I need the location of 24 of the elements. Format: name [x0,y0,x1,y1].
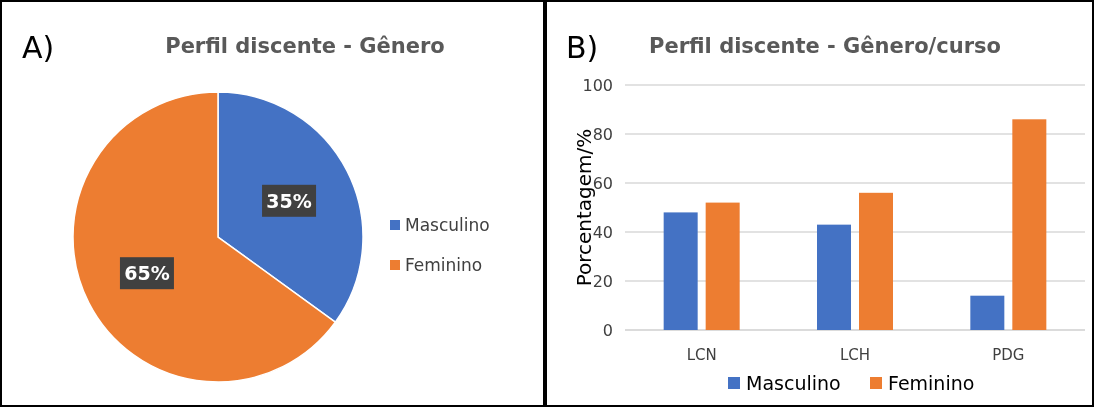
y-tick-label: 20 [592,272,613,291]
y-tick-label: 0 [602,321,613,340]
legend-label: Masculino [405,215,490,235]
chart-title: Perfil discente - Gênero/curso [649,34,1001,58]
data-label: 65% [124,262,170,285]
legend-label: Masculino [746,372,841,394]
data-label: 35% [266,189,312,212]
x-tick-label: LCN [686,346,717,364]
bar [859,192,893,330]
y-tick-label: 80 [592,125,613,144]
legend-label: Feminino [888,372,975,394]
bar [663,212,698,330]
text: B) [566,30,599,65]
chart-title: Perfil discente - Gênero [165,34,445,58]
x-tick-label: PDG [992,346,1025,364]
y-tick-label: 100 [582,76,613,95]
bar [970,295,1005,330]
legend-label: Feminino [405,255,483,275]
bar [817,224,851,330]
bar [1012,119,1047,330]
y-tick-label: 40 [592,223,613,242]
text: A) [22,30,55,65]
x-tick-label: LCH [839,346,871,364]
bar [705,202,740,330]
